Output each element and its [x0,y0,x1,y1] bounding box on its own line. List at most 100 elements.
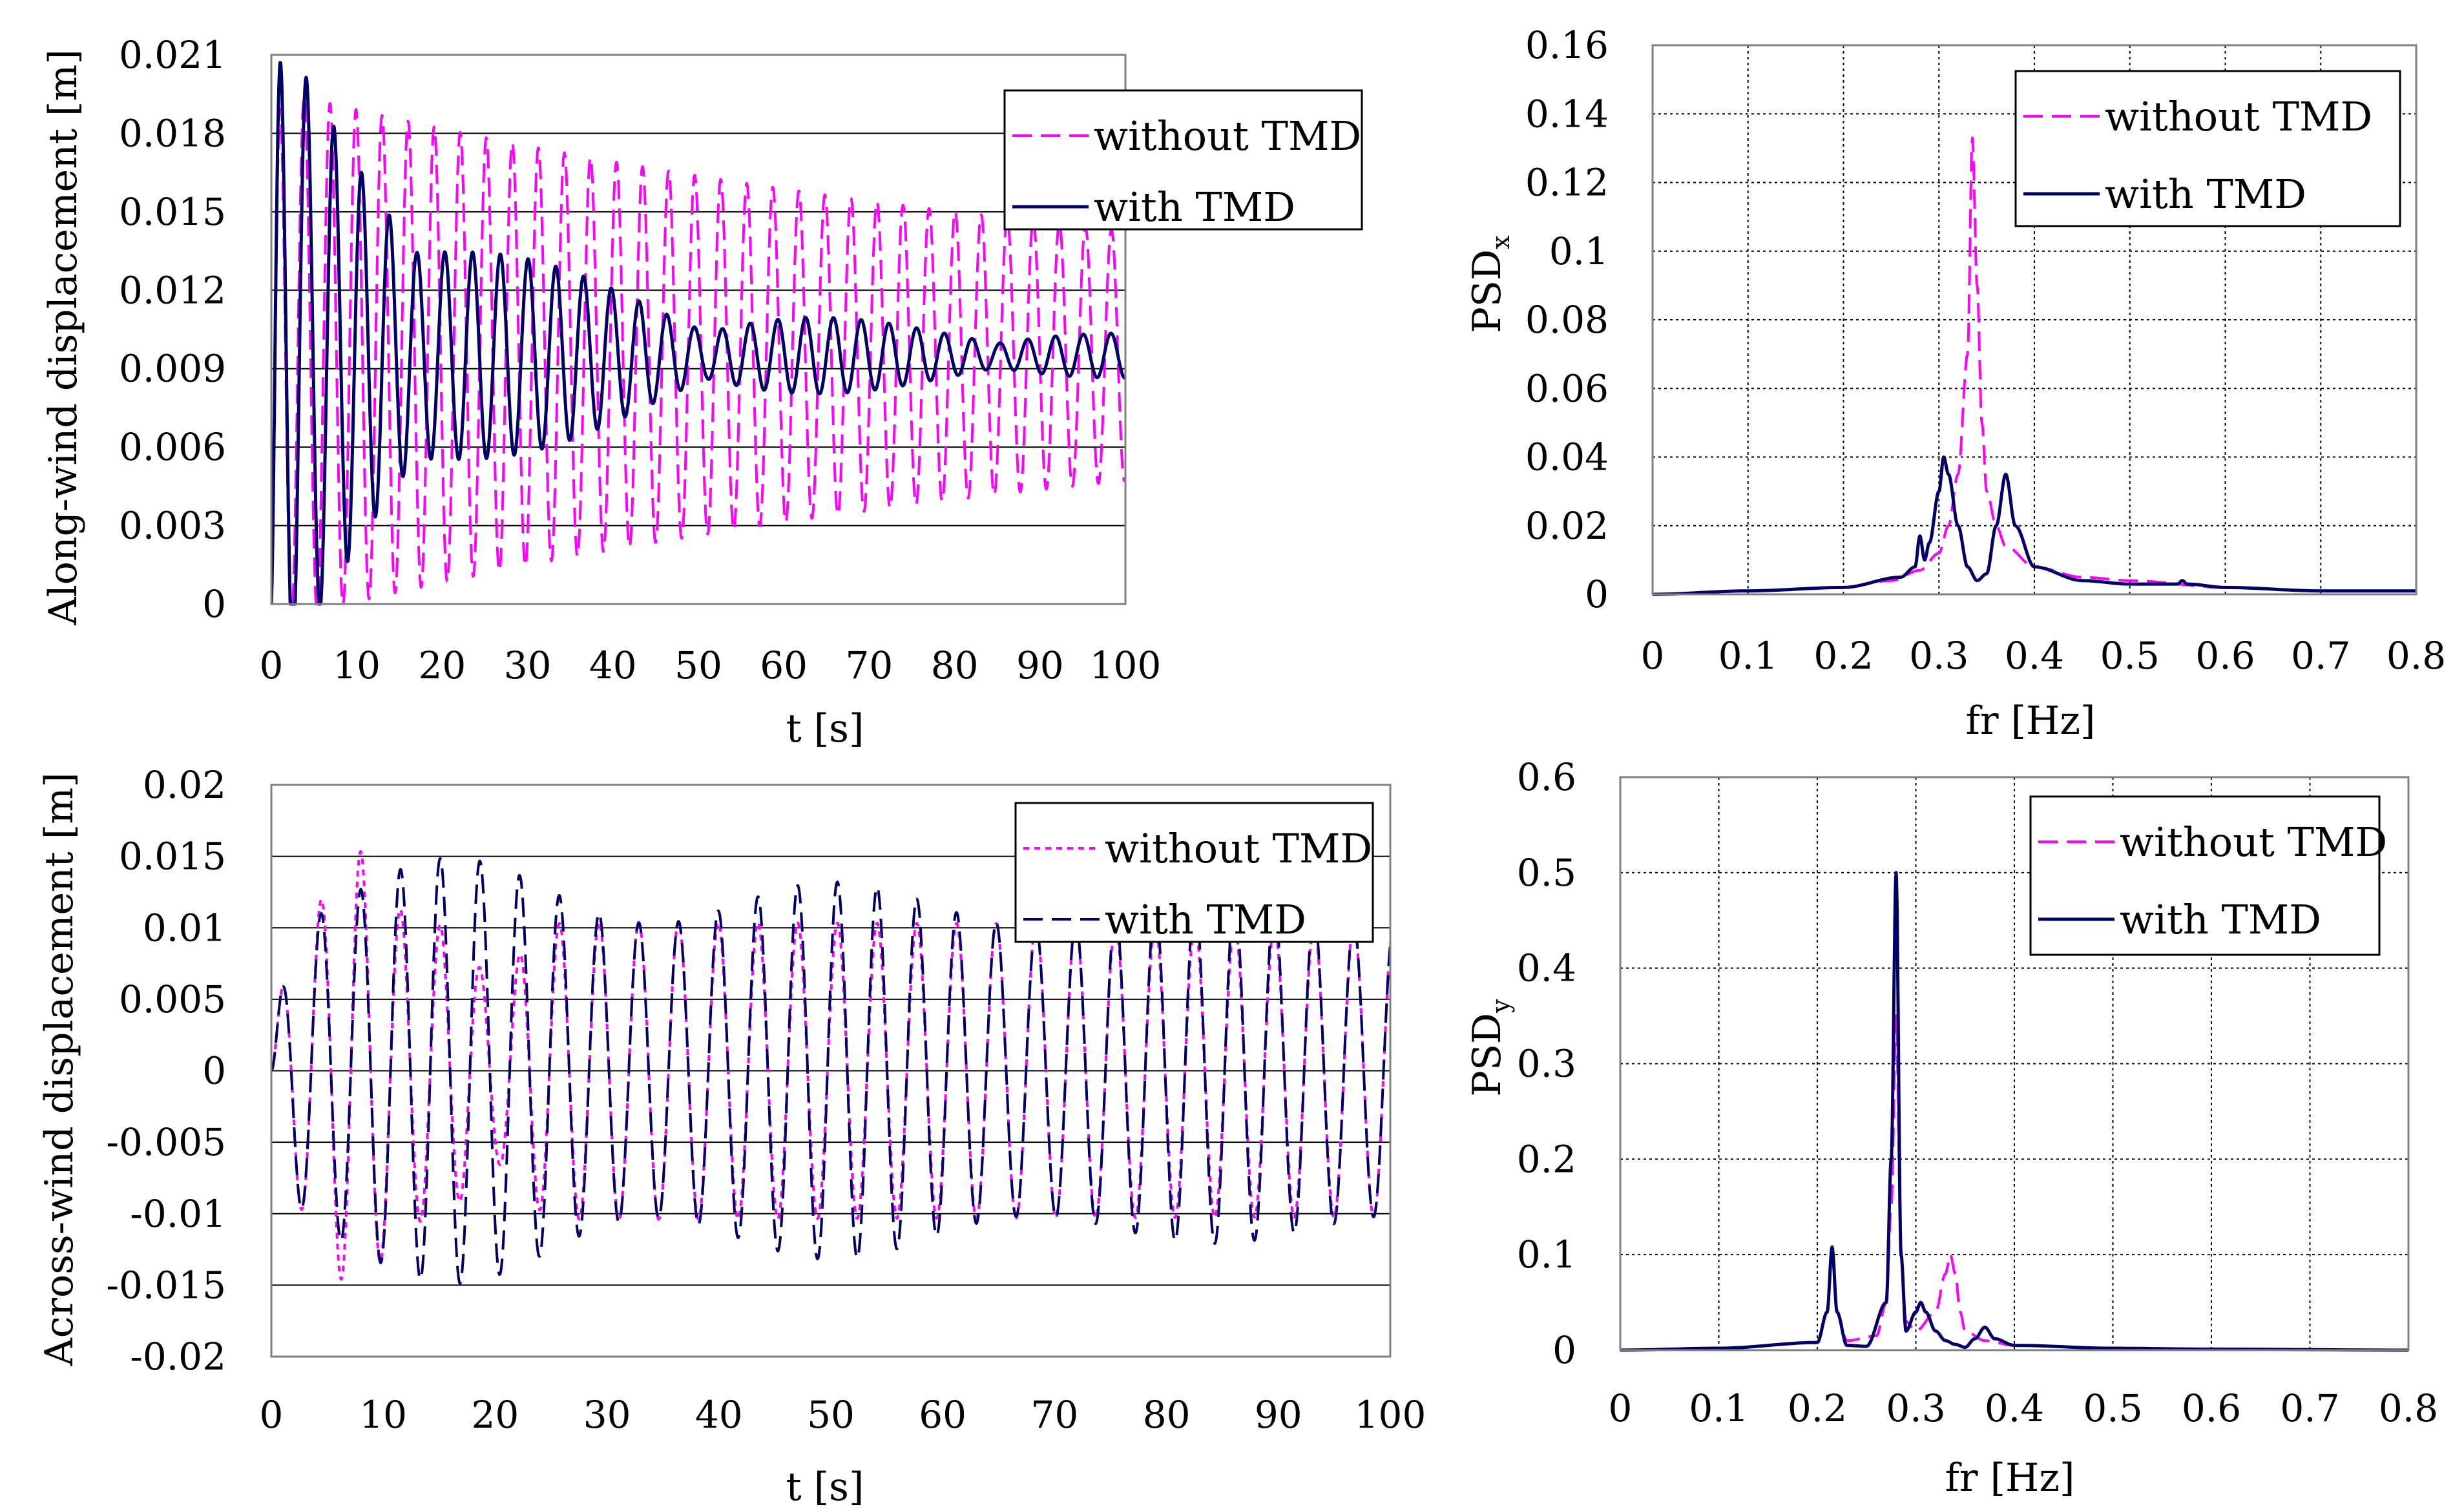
x-tick-label: 50 [674,643,722,687]
x-tick-label: 70 [1030,1393,1078,1437]
plot-frame [1619,776,2410,1351]
x-tick-label: 40 [589,643,637,687]
x-tick-label: 0.7 [2291,634,2350,678]
y-tick-label: -0.005 [106,1120,226,1164]
x-tick-label: 60 [919,1393,966,1437]
x-tick-labels: 0 10 20 30 40 50 60 70 80 90 100 [260,1393,1426,1437]
y-tick-label: 0.3 [1517,1042,1576,1086]
gridlines [271,132,1125,526]
y-tick-labels: 0 0.02 0.04 0.06 0.08 0.1 0.12 0.14 0.16 [1525,23,1609,616]
x-tick-label: 90 [1016,643,1064,687]
x-tick-label: 0 [1641,634,1665,678]
y-tick-label: 0.012 [119,268,226,312]
x-tick-label: 0.2 [1813,634,1873,678]
y-tick-label: -0.01 [130,1192,226,1236]
legend-label: without TMD [2120,818,2387,866]
legend-label: without TMD [1105,825,1372,872]
series-lines [1620,871,2408,1352]
legend: without TMD with TMD [1003,89,1363,231]
series-line-with-tmd [1653,455,2416,596]
x-tick-label: 40 [695,1393,743,1437]
y-tick-labels: -0.02 -0.015 -0.01 -0.005 0 0.005 0.01 0.015 0.0… [106,763,226,1379]
y-tick-label: 0.12 [1525,161,1609,205]
x-tick-label: 0.3 [1886,1386,1945,1430]
legend-box [2029,795,2381,956]
y-tick-label: 0 [1552,1328,1576,1372]
y-tick-label: 0.1 [1517,1233,1576,1277]
series-line-without-tmd [271,96,1125,605]
x-tick-label: 100 [1355,1393,1426,1437]
y-tick-label: 0.1 [1549,229,1609,273]
y-tick-label: 0.015 [119,835,226,879]
legend-label: with TMD [1105,896,1306,943]
x-tick-label: 0.1 [1718,634,1778,678]
x-tick-label: 0.1 [1689,1386,1748,1430]
x-axis-label: fr [Hz] [1945,1455,2075,1501]
y-tick-label: 0.14 [1525,92,1609,136]
chart-psd-x: PSDx fr [Hz] 0 0.02 0.04 0.06 0.08 0.1 0.12 0.1… [1465,23,2446,744]
x-tick-label: 0.6 [2195,634,2255,678]
x-tick-label: 10 [333,643,381,687]
series-line-with-tmd [1620,871,2408,1352]
y-axis-label: Across-wind displacement [m] [37,772,82,1366]
y-tick-label: 0.01 [143,906,226,950]
x-axis-label: t [s] [786,706,864,751]
y-tick-label: 0.4 [1517,946,1576,990]
y-tick-label: 0.5 [1517,851,1576,895]
series-lines [1653,136,2416,596]
y-axis-label-subscript: y [1487,999,1515,1014]
x-tick-label: 80 [1143,1393,1191,1437]
y-tick-label: 0 [202,582,226,626]
y-tick-label: 0.02 [1525,504,1609,548]
legend: without TMD with TMD [2029,795,2387,956]
x-tick-label: 0.4 [2005,634,2064,678]
y-tick-label: 0.04 [1525,435,1609,479]
x-tick-label: 30 [504,643,552,687]
legend: without TMD with TMD [1014,802,1374,943]
y-tick-label: 0.006 [119,425,226,469]
series-line-with-tmd [271,61,1125,606]
legend-box [2014,70,2401,227]
y-axis-label-main: PSD [1465,1013,1510,1097]
y-tick-label: -0.015 [106,1263,226,1307]
legend-label: with TMD [2120,896,2321,943]
x-tick-label: 10 [359,1393,407,1437]
x-tick-label: 0 [260,643,284,687]
x-tick-label: 0.4 [1985,1386,2044,1430]
y-tick-label: -0.02 [130,1335,226,1379]
y-axis-label: PSDy [1465,999,1515,1097]
y-axis-label-main: PSD [1465,249,1510,333]
x-tick-label: 0.8 [2386,634,2446,678]
x-tick-label: 90 [1255,1393,1302,1437]
series-lines [271,61,1125,606]
x-tick-labels: 0 10 20 30 40 50 60 70 80 90 100 [260,643,1162,687]
legend-label: with TMD [1094,183,1295,231]
legend-label: without TMD [1094,112,1361,160]
series-line-without-tmd [1653,136,2416,596]
x-tick-labels: 0 0.1 0.2 0.3 0.4 0.5 0.6 0.7 0.8 [1641,634,2447,678]
x-tick-label: 0 [1609,1386,1633,1430]
x-tick-label: 50 [807,1393,855,1437]
x-tick-label: 70 [845,643,893,687]
y-tick-label: 0.005 [119,977,226,1021]
x-tick-label: 80 [931,643,979,687]
x-tick-label: 20 [471,1393,519,1437]
y-tick-label: 0.06 [1525,366,1609,410]
x-tick-label: 0.6 [2182,1386,2241,1430]
x-tick-label: 0.3 [1909,634,1968,678]
y-tick-label: 0.009 [119,347,226,391]
plot-frame [1651,44,2417,596]
y-tick-label: 0.08 [1525,298,1609,342]
x-tick-label: 0.8 [2379,1386,2438,1430]
legend-box [1014,802,1374,943]
y-tick-label: 0.015 [119,190,226,234]
y-tick-label: 0.2 [1517,1137,1576,1181]
y-tick-label: 0.16 [1525,23,1609,67]
x-tick-labels: 0 0.1 0.2 0.3 0.4 0.5 0.6 0.7 0.8 [1609,1386,2439,1430]
y-tick-label: 0.003 [119,504,226,548]
series-line-with-tmd [271,857,1390,1285]
y-axis-label: PSDx [1465,235,1515,333]
plot-frame [270,784,1392,1358]
x-tick-label: 0 [260,1393,284,1437]
